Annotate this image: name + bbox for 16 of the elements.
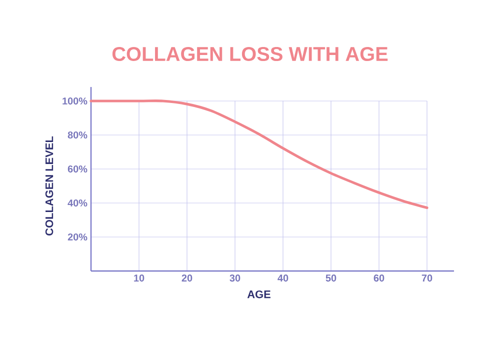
x-tick-label: 60 [374,274,384,282]
y-axis-title: COLLAGEN LEVEL [45,136,54,236]
y-tick-label: 60% [68,165,88,173]
x-tick-label: 10 [134,274,144,282]
x-tick-label: 30 [230,274,240,282]
y-tick-label: 100% [62,97,88,105]
y-tick-label: 20% [68,233,88,241]
x-tick-label: 70 [422,274,432,282]
chart-title: COLLAGEN LOSS WITH AGE [112,46,388,62]
x-tick-label: 50 [326,274,336,282]
x-axis-title: AGE [247,290,270,298]
y-tick-label: 40% [68,199,88,207]
x-tick-label: 20 [182,274,192,282]
x-tick-label: 40 [278,274,288,282]
line-series [90,100,428,210]
y-tick-label: 80% [68,131,88,139]
